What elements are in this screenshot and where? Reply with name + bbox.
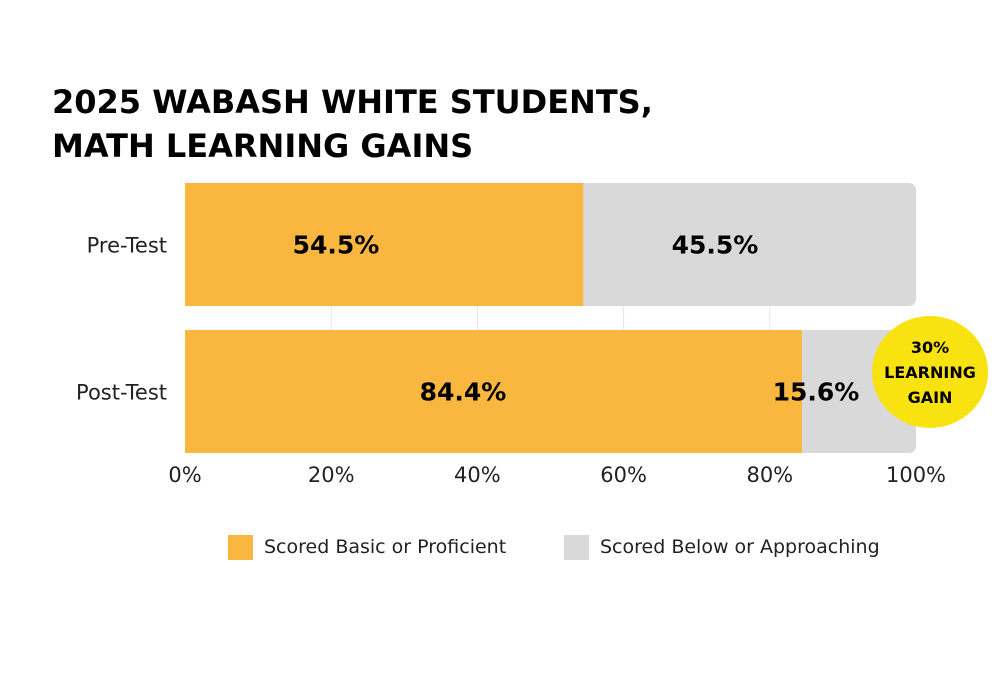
badge-line-3: GAIN xyxy=(907,387,953,407)
legend-item-below-or-approaching: Scored Below or Approaching xyxy=(564,534,880,560)
badge-line-2: LEARNING xyxy=(884,362,976,382)
x-tick-label: 60% xyxy=(600,463,647,487)
chart-title-line-1: 2025 WABASH WHITE STUDENTS, xyxy=(52,83,653,121)
bar-post-test-scored-basic-or-proficient xyxy=(185,330,802,453)
x-tick-label: 0% xyxy=(168,463,201,487)
x-tick-label: 20% xyxy=(308,463,355,487)
data-label-post-test-scored-basic-or-proficient: 84.4% xyxy=(420,378,507,407)
data-label-post-test-scored-below-or-approaching: 15.6% xyxy=(773,378,860,407)
legend-swatch-below-or-approaching xyxy=(564,534,589,560)
category-label-pre-test: Pre-Test xyxy=(87,234,167,258)
x-tick-label: 40% xyxy=(454,463,501,487)
x-tick-label: 100% xyxy=(886,463,946,487)
category-label-post-test: Post-Test xyxy=(76,381,167,405)
bar-pre-test-scored-below-or-approaching xyxy=(583,183,916,306)
badge-line-1: 30% xyxy=(910,337,950,357)
chart-title-line-2: MATH LEARNING GAINS xyxy=(52,127,474,165)
chart-title: 2025 WABASH WHITE STUDENTS, MATH LEARNIN… xyxy=(52,80,653,168)
learning-gain-badge: 30% LEARNING GAIN xyxy=(872,316,988,428)
legend-label-basic-or-proficient: Scored Basic or Proficient xyxy=(264,536,507,558)
legend-label-below-or-approaching: Scored Below or Approaching xyxy=(600,536,880,558)
data-label-pre-test-scored-basic-or-proficient: 54.5% xyxy=(293,231,380,260)
x-tick-label: 80% xyxy=(746,463,793,487)
legend-item-basic-or-proficient: Scored Basic or Proficient xyxy=(228,534,506,560)
data-label-pre-test-scored-below-or-approaching: 45.5% xyxy=(672,231,759,260)
bar-pre-test-scored-basic-or-proficient xyxy=(185,183,584,306)
legend-swatch-basic-or-proficient xyxy=(228,534,253,560)
